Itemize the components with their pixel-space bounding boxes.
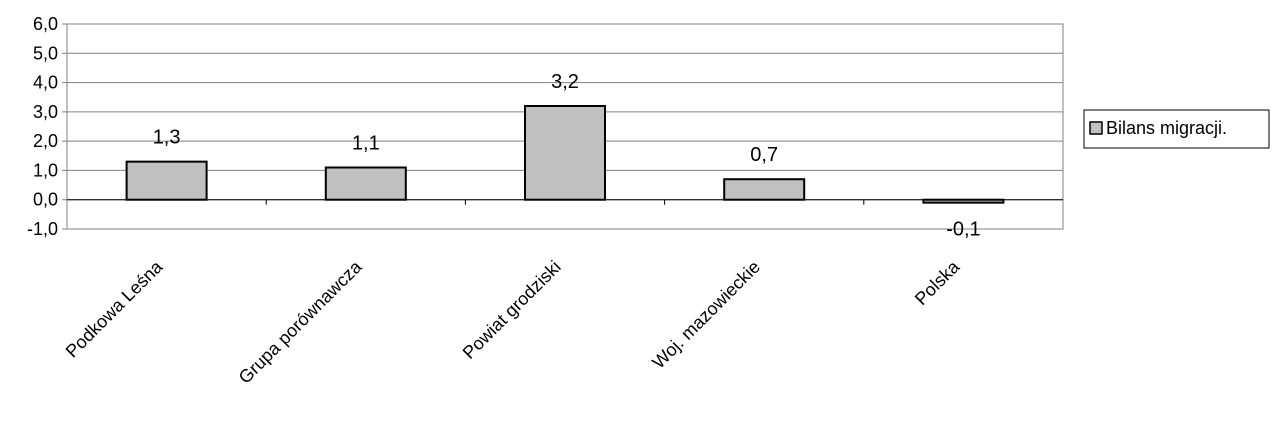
category-labels: Podkowa Leśna Grupa porównawcza Powiat gro… (62, 256, 964, 388)
data-labels: 1,3 1,1 3,2 0,7 -0,1 (153, 71, 981, 241)
data-label: -0,1 (946, 219, 980, 241)
bars (125, 105, 1005, 204)
bar (125, 160, 208, 201)
category-label: Grupa porównawcza (235, 256, 367, 388)
category-label: Podkowa Leśna (62, 256, 167, 361)
y-tick-label: 6,0 (33, 14, 58, 34)
data-label: 1,1 (352, 133, 380, 155)
y-tick-label: 4,0 (33, 73, 58, 93)
data-label: 0,7 (750, 144, 778, 166)
data-label: 3,2 (551, 71, 579, 93)
y-tick-label: -1,0 (27, 219, 58, 239)
legend-box (1083, 109, 1270, 149)
bar (524, 105, 606, 201)
y-tick-label: 1,0 (33, 160, 58, 180)
category-label: Polska (911, 256, 964, 309)
category-label: Woj. mazowieckie (648, 257, 764, 373)
legend-swatch (1089, 121, 1103, 135)
y-tick-labels: -1,0 0,0 1,0 2,0 3,0 4,0 5,0 6,0 (27, 14, 58, 239)
plot-area (66, 23, 1064, 230)
legend: Bilans migracji. (1083, 109, 1270, 149)
bar (922, 198, 1005, 204)
bar (723, 178, 806, 201)
y-tick-label: 2,0 (33, 131, 58, 151)
category-label: Powiat grodziski (459, 257, 565, 363)
data-label: 1,3 (153, 127, 181, 149)
legend-label: Bilans migracji. (1106, 118, 1227, 138)
y-tick-label: 3,0 (33, 102, 58, 122)
y-tick-label: 0,0 (33, 190, 58, 210)
bar (324, 166, 407, 201)
y-tick-label: 5,0 (33, 43, 58, 63)
